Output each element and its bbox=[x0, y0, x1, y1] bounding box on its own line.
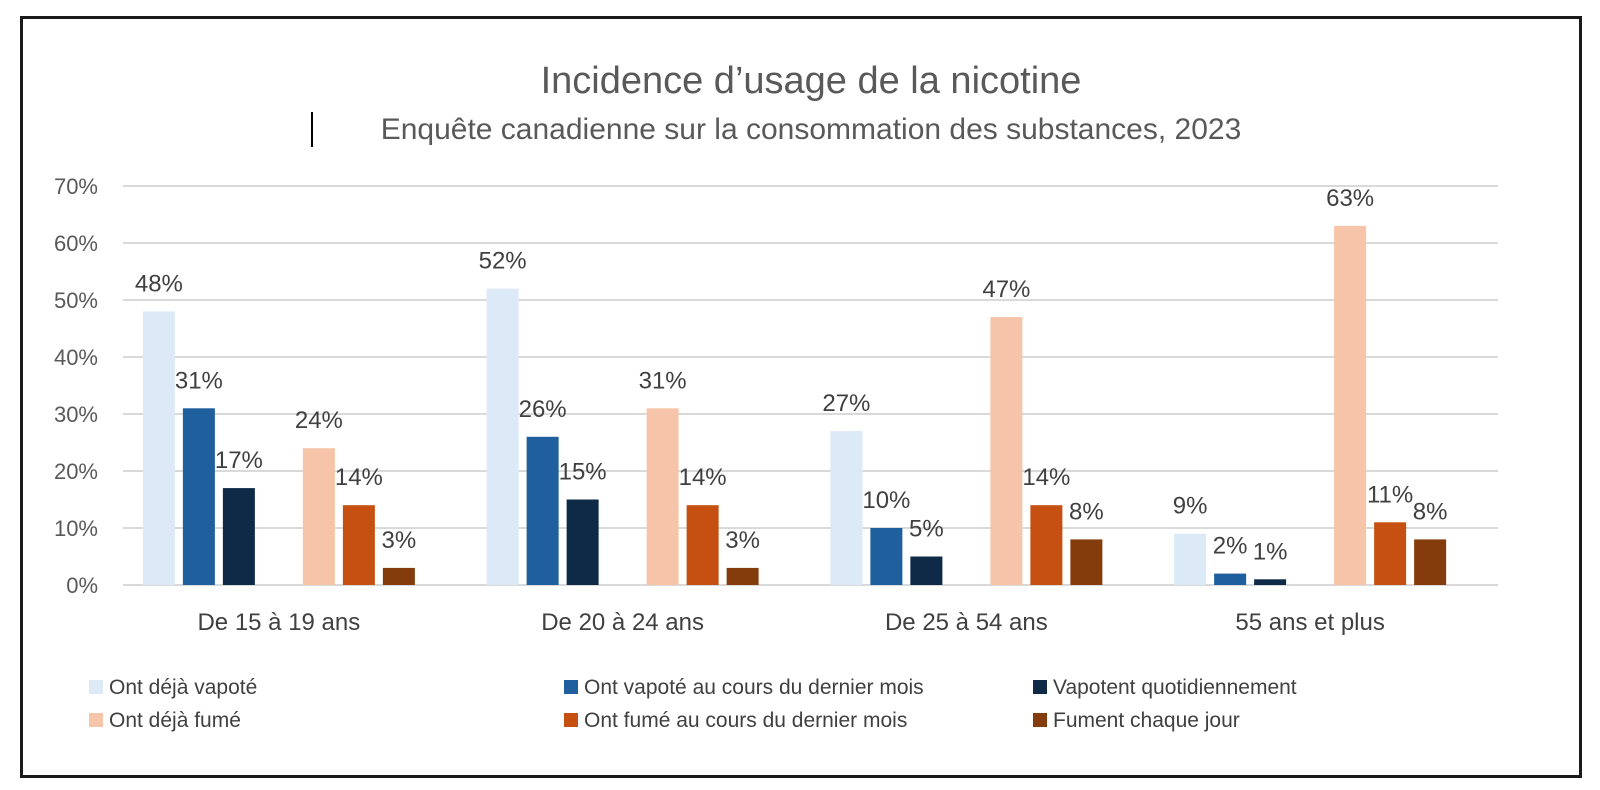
data-label: 14% bbox=[679, 464, 727, 491]
data-label: 2% bbox=[1213, 533, 1248, 560]
data-label: 24% bbox=[295, 407, 343, 434]
data-label: 3% bbox=[382, 527, 417, 554]
data-label: 48% bbox=[135, 270, 183, 297]
y-tick-label: 0% bbox=[66, 573, 98, 598]
bar bbox=[1334, 225, 1367, 585]
chart-frame: Incidence d’usage de la nicotine Enquête… bbox=[20, 16, 1582, 778]
bar bbox=[526, 436, 559, 585]
bar bbox=[342, 505, 375, 585]
data-label: 14% bbox=[335, 464, 383, 491]
bar bbox=[1374, 522, 1407, 585]
bar bbox=[382, 567, 415, 585]
y-axis-ticks: 0% 10% 20% 30% 40% 50% 60% 70% bbox=[54, 174, 98, 598]
y-tick-label: 70% bbox=[54, 174, 98, 199]
data-label: 8% bbox=[1069, 498, 1104, 525]
legend-swatch bbox=[564, 713, 578, 727]
data-label: 31% bbox=[639, 367, 687, 394]
bar bbox=[566, 499, 599, 585]
legend-swatch bbox=[1033, 713, 1047, 727]
legend: Ont déjà vapoté Ont vapoté au cours du de… bbox=[89, 676, 1297, 732]
x-category-label: De 20 à 24 ans bbox=[541, 609, 704, 636]
bar bbox=[1030, 505, 1063, 585]
data-label: 17% bbox=[215, 447, 263, 474]
y-tick-label: 30% bbox=[54, 402, 98, 427]
legend-swatch bbox=[564, 680, 578, 694]
bar bbox=[1070, 539, 1103, 585]
data-label: 3% bbox=[725, 527, 760, 554]
legend-label: Ont fumé au cours du dernier mois bbox=[584, 709, 907, 732]
data-label: 15% bbox=[559, 459, 607, 486]
bar bbox=[1214, 573, 1247, 585]
bar bbox=[686, 505, 719, 585]
data-label: 11% bbox=[1367, 481, 1413, 508]
legend-label: Ont déjà fumé bbox=[109, 709, 241, 732]
bar bbox=[1174, 533, 1207, 585]
x-axis-categories: De 15 à 19 ans De 20 à 24 ans De 25 à 54 a… bbox=[197, 609, 1384, 636]
data-label: 47% bbox=[982, 276, 1030, 303]
bar bbox=[302, 448, 335, 585]
data-label: 27% bbox=[822, 390, 870, 417]
y-tick-label: 40% bbox=[54, 345, 98, 370]
bar-chart: Incidence d’usage de la nicotine Enquête… bbox=[54, 60, 1498, 732]
legend-swatch bbox=[89, 713, 103, 727]
chart-title: Incidence d’usage de la nicotine bbox=[541, 60, 1082, 102]
data-label: 26% bbox=[519, 396, 567, 423]
bar bbox=[910, 556, 943, 585]
bar bbox=[990, 317, 1023, 585]
data-labels: 48% 31% 17% 24% 14% 3% 52% 26% 15% 31% 14% 3% 27% 10%… bbox=[135, 185, 1448, 565]
data-label: 52% bbox=[479, 248, 527, 275]
bar bbox=[142, 311, 175, 585]
bar bbox=[646, 408, 679, 585]
bar bbox=[830, 431, 863, 585]
data-label: 63% bbox=[1326, 185, 1374, 212]
legend-label: Vapotent quotidiennement bbox=[1053, 676, 1297, 699]
legend-label: Ont déjà vapoté bbox=[109, 676, 257, 699]
data-label: 9% bbox=[1173, 493, 1208, 520]
bar bbox=[1414, 539, 1447, 585]
bars bbox=[142, 225, 1447, 585]
data-label: 10% bbox=[862, 487, 910, 514]
legend-swatch bbox=[89, 680, 103, 694]
legend-label: Fument chaque jour bbox=[1053, 709, 1240, 732]
data-label: 8% bbox=[1413, 498, 1448, 525]
bar bbox=[182, 408, 215, 585]
bar bbox=[1254, 579, 1287, 585]
bar bbox=[726, 567, 759, 585]
y-tick-label: 60% bbox=[54, 231, 98, 256]
y-tick-label: 50% bbox=[54, 288, 98, 313]
data-label: 5% bbox=[909, 516, 944, 543]
data-label: 31% bbox=[175, 367, 223, 394]
bar bbox=[222, 488, 255, 585]
x-category-label: De 15 à 19 ans bbox=[197, 609, 360, 636]
data-label: 14% bbox=[1022, 464, 1070, 491]
bar bbox=[870, 528, 903, 585]
y-tick-label: 10% bbox=[54, 516, 98, 541]
legend-label: Ont vapoté au cours du dernier mois bbox=[584, 676, 924, 699]
data-label: 1% bbox=[1253, 538, 1288, 565]
y-tick-label: 20% bbox=[54, 459, 98, 484]
chart-subtitle: Enquête canadienne sur la consommation d… bbox=[381, 113, 1242, 146]
bar bbox=[486, 288, 519, 585]
legend-swatch bbox=[1033, 680, 1047, 694]
x-category-label: De 25 à 54 ans bbox=[885, 609, 1048, 636]
x-category-label: 55 ans et plus bbox=[1235, 609, 1384, 636]
